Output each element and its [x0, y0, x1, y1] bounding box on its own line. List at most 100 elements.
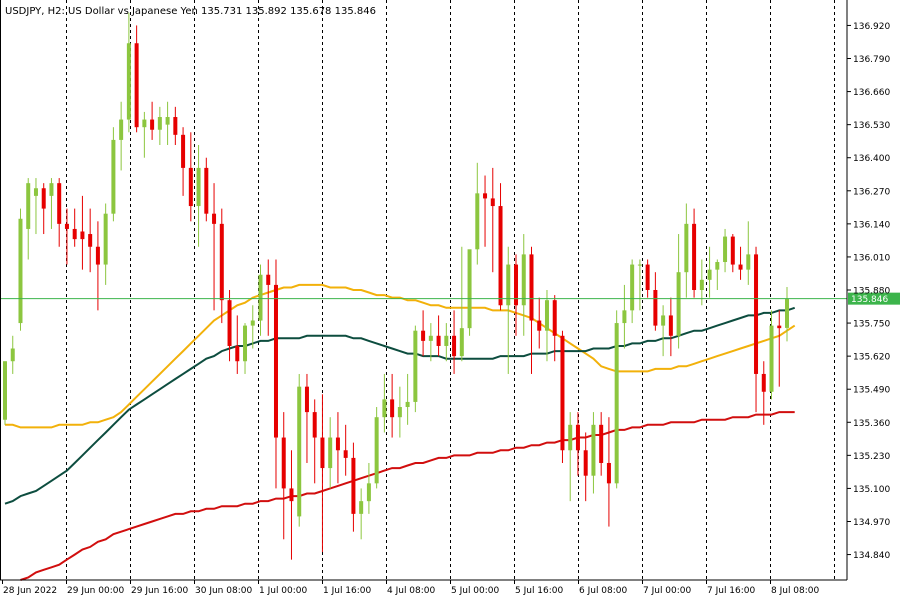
candle-bear — [312, 399, 317, 484]
candle-body — [281, 437, 286, 489]
candle-bear — [514, 254, 519, 336]
candle-bear — [606, 417, 611, 527]
ma-fast-line — [5, 283, 796, 429]
candle-bull — [26, 178, 31, 260]
candle-body — [304, 386, 309, 413]
candle-body — [273, 284, 278, 438]
candle-bull — [359, 488, 364, 540]
candle-body — [591, 424, 596, 476]
y-tick-label: 136.270 — [853, 187, 890, 197]
candle-bull — [591, 412, 596, 494]
y-tick-label: 135.360 — [853, 419, 890, 429]
y-tick-label: 135.100 — [853, 485, 890, 495]
candle-bull — [521, 234, 526, 336]
candle-body — [366, 483, 371, 502]
candle-bear — [266, 259, 271, 336]
candle-body — [614, 323, 619, 484]
x-tick-label: 1 Jul 16:00 — [323, 586, 372, 596]
candle-body — [692, 223, 697, 290]
candle-bull — [444, 323, 449, 362]
candle-body — [258, 274, 263, 321]
candle-body — [537, 320, 542, 331]
candle-body — [150, 119, 155, 130]
candle-bear — [57, 178, 62, 247]
candle-body — [521, 254, 526, 306]
candle-bull — [196, 145, 201, 247]
candle-body — [235, 345, 240, 362]
candle-bull — [467, 249, 472, 336]
candle-body — [645, 264, 650, 290]
candle-body — [568, 424, 573, 451]
candle-bear — [452, 310, 457, 374]
candle-bull — [126, 12, 131, 133]
candle-bull — [428, 323, 433, 362]
candle-bear — [188, 132, 193, 222]
candle-body — [95, 246, 100, 265]
candle-bear — [668, 297, 673, 357]
candle-bear — [498, 183, 503, 311]
candle-bear — [436, 315, 441, 357]
candle-bull — [142, 111, 147, 158]
candle-body — [436, 335, 441, 346]
candle-body — [157, 117, 162, 130]
candle-bear — [599, 412, 604, 476]
candle-body — [785, 298, 789, 328]
candle-body — [397, 407, 402, 418]
y-tick-label: 135.750 — [853, 320, 890, 330]
candle-body — [560, 335, 565, 451]
y-tick-label: 135.880 — [853, 287, 890, 297]
candle-bull — [661, 305, 666, 357]
candle-body — [219, 223, 224, 301]
candle-bear — [289, 450, 294, 560]
candle-bear — [351, 442, 356, 532]
candle-bear — [72, 208, 77, 247]
candle-bear — [738, 246, 743, 280]
candle-bull — [707, 246, 712, 298]
candle-bear — [134, 25, 139, 133]
candle-body — [72, 228, 77, 240]
y-tick-label: 134.840 — [853, 551, 890, 561]
candle-bear — [204, 157, 209, 222]
candle-bear — [173, 106, 178, 145]
candle-bull — [475, 162, 480, 265]
candle-body — [506, 264, 511, 306]
candle-bull — [49, 178, 54, 229]
candle-bull — [157, 106, 162, 145]
candle-bull — [699, 259, 704, 306]
x-tick-label: 8 Jul 08:00 — [771, 586, 820, 596]
candle-bear — [80, 195, 85, 270]
candle-body — [428, 335, 433, 341]
candle-body — [514, 264, 519, 306]
y-tick-label: 134.970 — [853, 518, 890, 528]
candle-bull — [297, 373, 302, 527]
candle-body — [452, 335, 457, 357]
candle-bear — [390, 373, 395, 438]
candle-body — [738, 264, 743, 270]
candle-body — [583, 450, 588, 476]
candle-body — [715, 262, 720, 270]
x-tick-label: 7 Jul 00:00 — [643, 586, 692, 596]
candle-bull — [405, 373, 410, 425]
candle-body — [390, 399, 395, 418]
x-tick-label: 5 Jul 16:00 — [515, 586, 564, 596]
candle-body — [730, 236, 735, 265]
candle-bear — [730, 234, 735, 273]
candle-bear — [212, 183, 217, 311]
candle-bear — [537, 297, 542, 349]
candle-body — [80, 231, 85, 240]
candle-bear — [692, 208, 697, 298]
x-tick-label: 4 Jul 08:00 — [387, 586, 436, 596]
candle-bull — [258, 264, 263, 336]
y-tick-label: 135.230 — [853, 452, 890, 462]
candle-body — [413, 330, 418, 402]
candle-bear — [343, 424, 348, 476]
candle-body — [64, 223, 69, 229]
candle-bull — [119, 101, 124, 171]
y-tick-label: 136.140 — [853, 220, 890, 230]
candle-body — [103, 213, 108, 265]
candle-bear — [41, 183, 46, 235]
candle-body — [10, 348, 15, 362]
candle-body — [335, 437, 340, 451]
candle-bull — [243, 323, 248, 374]
candle-body — [33, 188, 38, 196]
